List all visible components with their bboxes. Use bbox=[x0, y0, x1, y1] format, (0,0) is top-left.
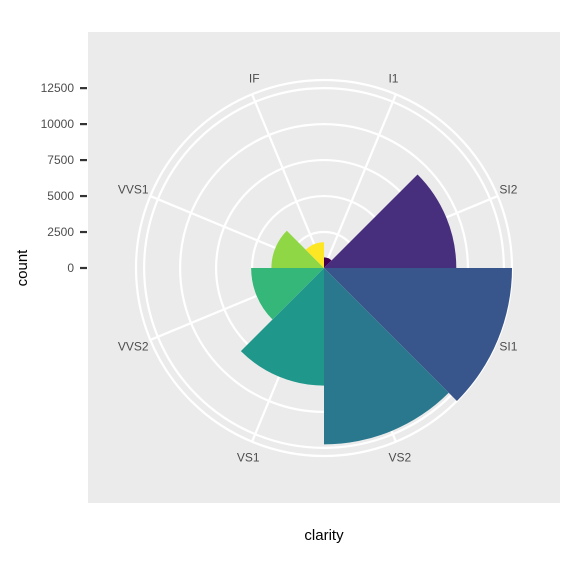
bar-vvs1 bbox=[271, 230, 324, 268]
bar-vvs2 bbox=[251, 268, 324, 320]
category-label-si1: SI1 bbox=[499, 339, 517, 353]
category-label-vs2: VS2 bbox=[388, 450, 411, 464]
bar-si1 bbox=[324, 268, 512, 401]
y-tick-label: 12500 bbox=[41, 81, 75, 95]
y-tick-label: 10000 bbox=[41, 117, 75, 131]
category-label-vs1: VS1 bbox=[237, 450, 260, 464]
bar-vs2 bbox=[324, 268, 449, 445]
bar-vs1 bbox=[240, 268, 324, 386]
category-label-si2: SI2 bbox=[499, 183, 517, 197]
category-label-i1: I1 bbox=[388, 72, 398, 86]
bar-i1 bbox=[324, 257, 332, 268]
grid-spoke bbox=[322, 93, 397, 269]
category-label-layer: I1 SI2 SI1 VS2 VS1 VVS2 VVS1 IF bbox=[118, 72, 518, 465]
category-label-vvs2: VVS2 bbox=[118, 339, 149, 353]
y-tick-label: 0 bbox=[67, 261, 74, 275]
bar-if bbox=[305, 242, 324, 268]
bar-si2 bbox=[324, 174, 457, 268]
grid-spoke bbox=[251, 93, 326, 269]
category-label-if: IF bbox=[249, 72, 260, 86]
y-axis: 0 2500 5000 7500 10000 12500 bbox=[41, 81, 87, 275]
bar-layer bbox=[240, 174, 512, 445]
y-axis-title: count bbox=[14, 249, 31, 287]
y-tick-label: 7500 bbox=[47, 153, 74, 167]
category-label-vvs1: VVS1 bbox=[118, 183, 149, 197]
x-axis-title: clarity bbox=[304, 527, 344, 544]
y-tick-label: 5000 bbox=[47, 189, 74, 203]
y-tick-label: 2500 bbox=[47, 225, 74, 239]
